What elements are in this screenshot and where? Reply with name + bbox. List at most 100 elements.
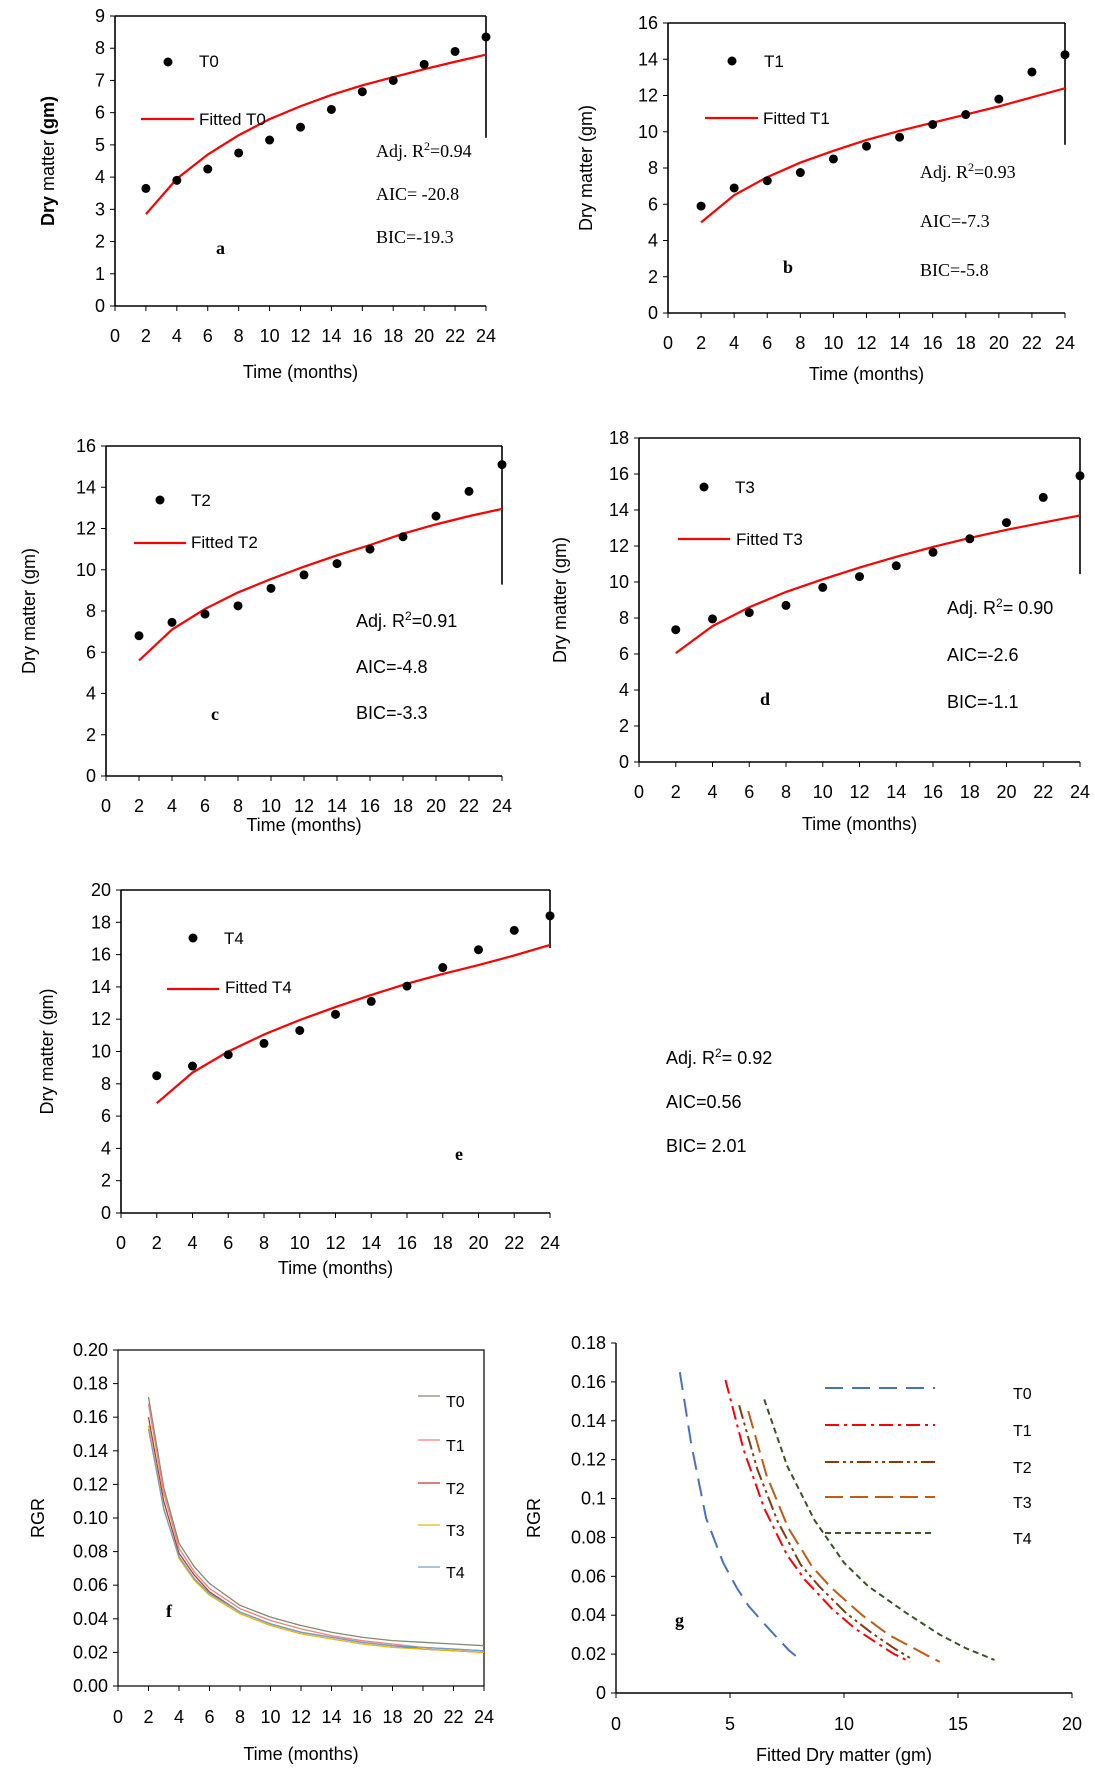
panel-label: b [783,257,793,277]
observed-point [223,1050,233,1060]
y-tick-label: 5 [95,135,105,155]
x-tick-label: 24 [1070,782,1090,802]
y-tick-label: 12 [76,519,96,539]
stat-text: BIC=-3.3 [356,703,428,723]
x-tick-label: 4 [187,1233,197,1253]
x-tick-label: 14 [321,326,341,346]
y-tick-label: 3 [95,199,105,219]
x-tick-label: 14 [321,1707,341,1727]
legend-label: T1 [1013,1423,1032,1440]
y-axis-label: RGR [524,1498,544,1538]
legend-label: T2 [446,1481,465,1498]
x-tick-label: 4 [707,782,717,802]
x-tick-label: 0 [101,796,111,816]
y-tick-label: 6 [648,194,658,214]
observed-point [326,104,336,114]
y-tick-label: 4 [619,680,629,700]
x-tick-label: 10 [834,1714,854,1734]
observed-point [438,963,448,973]
observed-point [331,1009,340,1019]
observed-point [855,572,864,582]
observed-point [398,532,408,542]
y-tick-label: 0.1 [581,1489,606,1509]
panel-label: d [760,689,770,709]
y-tick-label: 8 [95,38,105,58]
observed-point [895,132,905,142]
y-tick-label: 14 [76,477,96,497]
x-tick-label: 0 [663,333,673,353]
observed-point [233,601,243,611]
legend-label: T4 [1013,1531,1032,1548]
stat-text: AIC=0.56 [666,1092,742,1112]
observed-point [1002,518,1011,528]
x-tick-label: 16 [352,326,372,346]
x-tick-label: 14 [890,333,910,353]
x-tick-label: 20 [989,333,1009,353]
y-tick-label: 0 [101,1203,111,1223]
observed-point [200,609,210,619]
stat-annotation: Adj. R2=0.91 [356,609,457,631]
observed-point [744,608,754,618]
y-tick-label: 8 [619,608,629,628]
x-tick-label: 8 [259,1233,269,1253]
series-line-t1 [724,1379,911,1663]
x-tick-label: 6 [223,1233,233,1253]
legend-label: T3 [735,478,755,497]
stat-text: 2 [996,596,1003,610]
x-tick-label: 8 [235,1707,245,1727]
x-tick-label: 20 [468,1233,488,1253]
y-tick-label: 0.14 [73,1441,108,1461]
x-axis-label: Time (months) [802,814,917,834]
observed-point [891,561,901,571]
observed-point [188,1061,197,1071]
stat-text: Adj. R [666,1048,715,1068]
y-tick-label: 0.10 [73,1508,108,1528]
x-tick-label: 22 [1033,782,1053,802]
x-tick-label: 6 [203,326,213,346]
observed-point [450,46,460,56]
x-tick-label: 10 [823,333,843,353]
x-tick-label: 6 [200,796,210,816]
stat-text: Adj. R [356,611,405,631]
panel-label: f [166,1601,173,1621]
observed-point [961,110,971,120]
observed-point [729,183,739,193]
stat-text: Adj. R [376,141,424,161]
observed-point [266,583,276,593]
legend-marker [727,56,737,66]
y-tick-label: 8 [86,601,96,621]
observed-point [296,122,305,132]
stat-text: =0.93 [974,162,1016,182]
observed-point [366,996,376,1006]
y-tick-label: 1 [95,264,105,284]
series-line-t0 [678,1372,802,1661]
x-tick-label: 6 [762,333,772,353]
x-tick-label: 0 [634,782,644,802]
y-tick-label: 16 [638,13,658,33]
x-tick-label: 12 [294,796,314,816]
panel-label: e [455,1144,463,1164]
stat-text: AIC= -20.8 [376,184,459,204]
x-tick-label: 16 [360,796,380,816]
observed-point [1060,50,1070,60]
x-tick-label: 16 [397,1233,417,1253]
y-tick-label: 8 [101,1074,111,1094]
stat-text: BIC=-1.1 [947,692,1019,712]
series-line-t4 [763,1399,995,1661]
legend-label: T1 [764,52,784,71]
x-tick-label: 8 [233,796,243,816]
x-tick-label: 22 [1022,333,1042,353]
y-tick-label: 2 [619,716,629,736]
y-tick-label: 14 [638,49,658,69]
observed-point [1075,471,1085,481]
y-tick-label: 0 [648,303,658,323]
legend-label: Fitted T0 [199,110,266,129]
x-tick-label: 12 [291,1707,311,1727]
x-tick-label: 5 [725,1714,735,1734]
observed-point [203,164,213,174]
y-tick-label: 10 [638,122,658,142]
x-tick-label: 18 [393,796,413,816]
